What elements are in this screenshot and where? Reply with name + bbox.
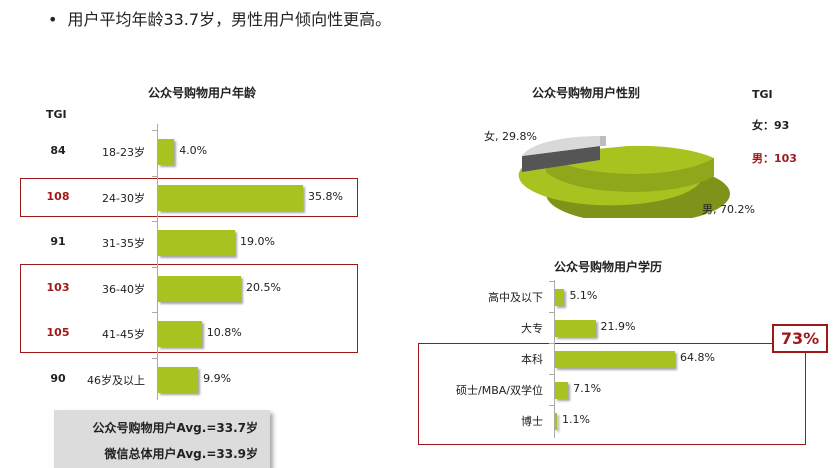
age-highlight-24-30 [20, 178, 358, 217]
age-value-label: 19.0% [239, 235, 275, 248]
pie-female-edge [600, 135, 606, 146]
bullet: • [48, 10, 58, 29]
edu-axis-tick [549, 405, 554, 406]
gender-chart-title: 公众号购物用户性别 [532, 86, 641, 100]
edu-value-label: 5.1% [569, 289, 598, 302]
age-chart-title: 公众号购物用户年龄 [148, 86, 257, 100]
headline: • 用户平均年龄33.7岁，男性用户倾向性更高。 [48, 6, 391, 30]
pie-label-male: 男, 70.2% [702, 203, 755, 216]
avg-wechat-users: 微信总体用户Avg.=33.9岁 [104, 447, 259, 461]
edu-axis-tick [549, 281, 554, 282]
age-axis-tick [152, 130, 157, 131]
edu-bar [555, 350, 675, 368]
edu-value-label: 7.1% [573, 382, 602, 395]
age-category-label: 41-45岁 [102, 328, 145, 341]
age-bar [158, 230, 235, 256]
gender-tgi-female: 女：93 [752, 119, 790, 132]
age-value-label: 4.0% [179, 144, 208, 157]
age-axis [157, 124, 158, 400]
age-axis-tick [152, 175, 157, 177]
age-tgi-value: 84 [50, 144, 66, 157]
age-tgi-value: 105 [46, 326, 70, 339]
age-axis-tick [152, 221, 157, 222]
age-category-label: 18-23岁 [102, 146, 145, 159]
edu-highlight-badge: 73% [772, 324, 828, 353]
age-axis-tick [152, 266, 157, 268]
edu-category-label: 本科 [521, 353, 543, 366]
age-tgi-value: 103 [46, 280, 70, 294]
edu-axis-tick [549, 343, 554, 344]
age-bar [158, 275, 242, 302]
average-age-box: 公众号购物用户Avg.=33.7岁 微信总体用户Avg.=33.9岁 [54, 410, 270, 468]
edu-axis-tick [549, 312, 554, 313]
gender-pie-chart [518, 135, 730, 218]
edu-category-label: 硕士/MBA/双学位 [456, 384, 543, 397]
edu-axis-tick [549, 374, 554, 375]
age-value-label: 10.8% [206, 326, 242, 339]
edu-bar [555, 381, 569, 399]
pie-label-female: 女, 29.8% [484, 130, 537, 143]
age-bar [158, 139, 175, 165]
age-tgi-label: TGI [46, 108, 67, 121]
headline-text: 用户平均年龄33.7岁，男性用户倾向性更高。 [67, 10, 392, 29]
age-bar [158, 321, 202, 347]
edu-highlight-box [418, 343, 806, 445]
edu-bar [555, 319, 596, 337]
age-category-label: 31-35岁 [102, 237, 145, 250]
age-tgi-value: 108 [46, 189, 70, 203]
age-value-label: 20.5% [246, 280, 281, 294]
gender-tgi-label: TGI [752, 88, 773, 101]
age-category-label: 24-30岁 [102, 191, 145, 205]
edu-value-label: 21.9% [600, 320, 636, 333]
age-axis-tick [152, 357, 157, 359]
edu-value-label: 64.8% [680, 351, 715, 364]
pie-slice-female [522, 135, 600, 156]
age-category-label: 36-40岁 [102, 282, 145, 296]
age-bar [158, 366, 199, 393]
pie-female-side [522, 146, 600, 172]
age-value-label: 9.9% [203, 371, 232, 385]
edu-chart-title: 公众号购物用户学历 [554, 260, 663, 274]
age-value-label: 35.8% [308, 189, 343, 203]
age-tgi-value: 91 [50, 235, 66, 248]
edu-axis [554, 280, 555, 438]
age-highlight-36-45 [20, 264, 358, 353]
age-bar [158, 184, 303, 211]
pie-male-front [546, 154, 714, 192]
age-axis-tick [152, 312, 157, 313]
edu-bar [555, 288, 565, 306]
edu-category-label: 博士 [521, 415, 543, 428]
age-tgi-value: 90 [50, 371, 66, 385]
edu-category-label: 高中及以下 [488, 291, 543, 304]
avg-shopping-users: 公众号购物用户Avg.=33.7岁 [92, 421, 259, 435]
edu-bar [555, 412, 558, 430]
edu-category-label: 大专 [521, 322, 543, 335]
edu-value-label: 1.1% [562, 413, 590, 426]
age-category-label: 46岁及以上 [87, 373, 145, 387]
gender-tgi-male: 男：103 [752, 152, 797, 165]
